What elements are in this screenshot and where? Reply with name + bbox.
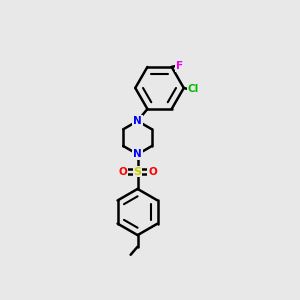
Text: F: F <box>176 61 183 71</box>
Text: S: S <box>134 167 142 177</box>
Text: N: N <box>133 149 142 159</box>
Text: Cl: Cl <box>188 84 199 94</box>
Text: O: O <box>148 167 157 177</box>
Text: O: O <box>118 167 127 177</box>
Text: N: N <box>133 116 142 126</box>
